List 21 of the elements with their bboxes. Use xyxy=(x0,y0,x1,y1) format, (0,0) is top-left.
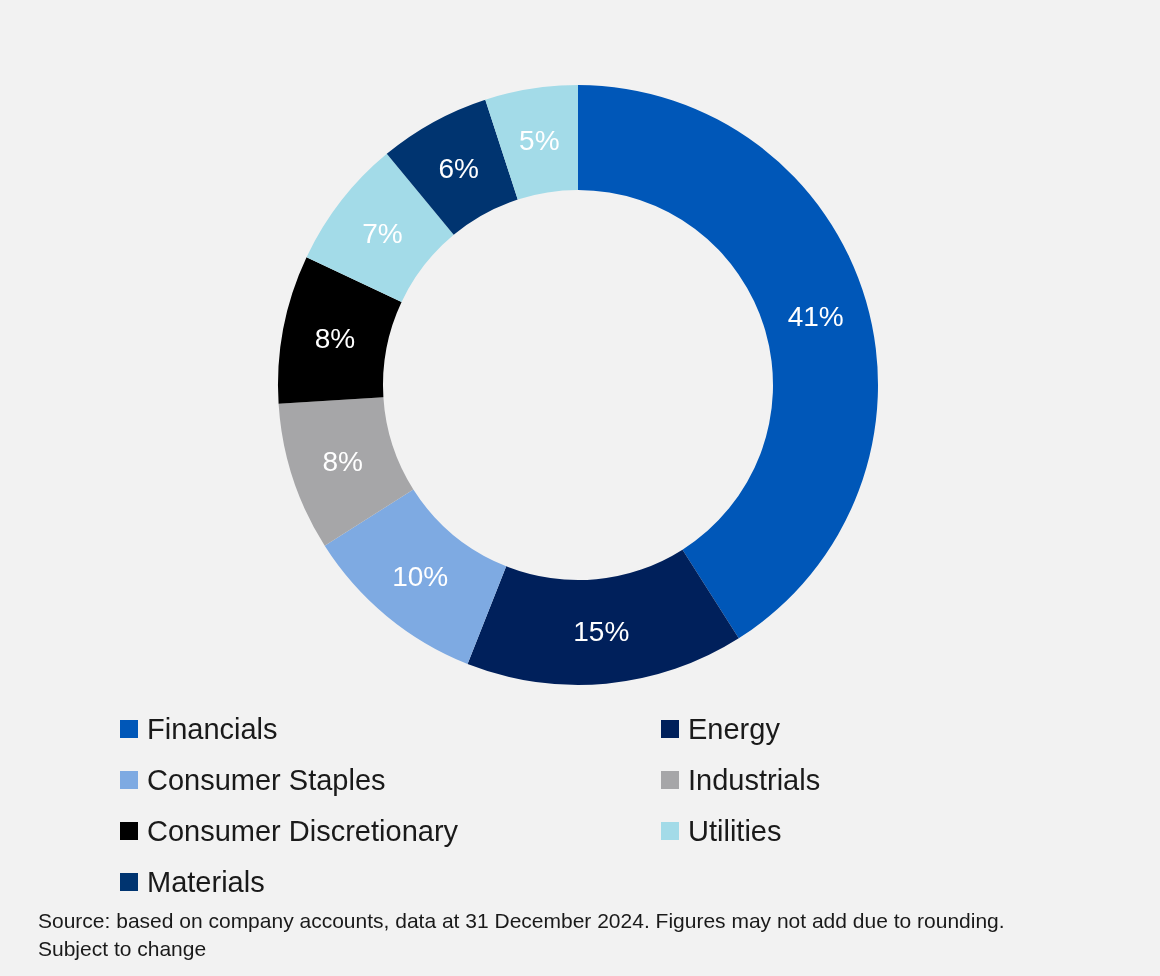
legend-label: Utilities xyxy=(688,815,782,848)
source-note: Source: based on company accounts, data at 31 December 2024. Figures may not add due to rounding. Subject to change xyxy=(38,909,1005,960)
data-label: 8% xyxy=(314,323,356,355)
data-label: 7% xyxy=(362,218,403,250)
legend-label: Financials xyxy=(147,713,278,746)
donut-slice xyxy=(467,549,739,685)
donut-slice xyxy=(278,397,414,546)
data-label: 10% xyxy=(392,560,449,592)
data-label: 8% xyxy=(322,446,363,478)
legend-label: Energy xyxy=(688,713,781,746)
donut-slice xyxy=(324,489,507,664)
data-label: 6% xyxy=(438,152,479,184)
data-label: 15% xyxy=(573,616,630,648)
legend-label: Consumer Staples xyxy=(147,764,386,797)
legend-label: Industrials xyxy=(688,764,821,797)
legend-label: Consumer Discretionary xyxy=(147,815,459,848)
data-label: 41% xyxy=(787,300,844,332)
data-label: 5% xyxy=(519,125,560,157)
donut-slice xyxy=(278,257,402,404)
donut-slice xyxy=(485,85,578,200)
legend-label: Materials xyxy=(147,866,265,899)
